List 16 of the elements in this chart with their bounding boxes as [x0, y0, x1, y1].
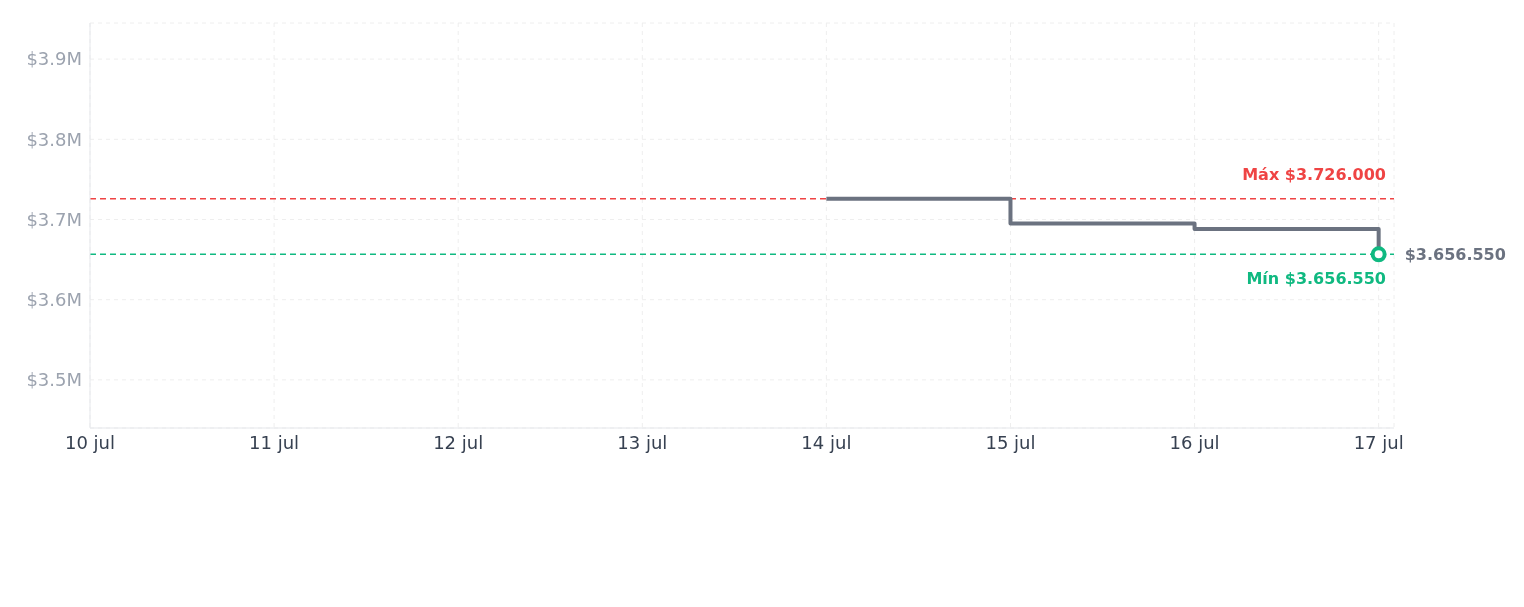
ref-line-label: Máx $3.726.000 — [1242, 164, 1386, 184]
x-tick-label: 10 jul — [64, 431, 116, 453]
x-tick-label: 13 jul — [617, 431, 668, 453]
x-tick-label: 16 jul — [1169, 431, 1220, 453]
y-tick-label: $3.7M — [26, 208, 82, 230]
x-tick-label: 17 jul — [1353, 431, 1404, 453]
ref-line-label: Mín $3.656.550 — [1246, 269, 1386, 289]
x-tick-label: 12 jul — [433, 431, 484, 453]
y-tick-label: $3.8M — [26, 128, 82, 150]
y-tick-label: $3.6M — [26, 289, 82, 311]
annotation: $3.656.550 — [1404, 245, 1506, 265]
x-tick-label: 11 jul — [249, 431, 300, 453]
y-tick-label: $3.5M — [26, 369, 82, 391]
y-tick-label: $3.9M — [26, 48, 82, 70]
x-tick-label: 14 jul — [801, 431, 852, 453]
x-tick-label: 15 jul — [985, 431, 1036, 453]
